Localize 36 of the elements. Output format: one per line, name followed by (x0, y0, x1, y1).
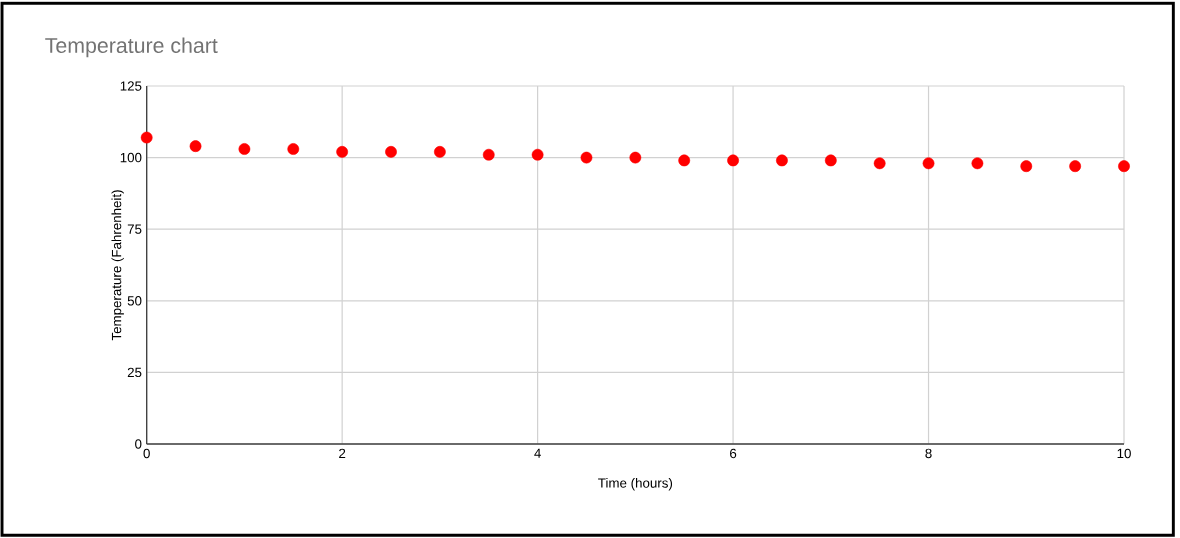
y-tick-label: 125 (120, 81, 142, 91)
point (482, 148, 495, 161)
point (140, 131, 153, 144)
point (727, 154, 739, 167)
y-tick-label: 50 (127, 296, 142, 306)
point (238, 143, 251, 155)
point (629, 151, 642, 164)
x-tick-label: 6 (730, 448, 737, 459)
x-tick-label: 8 (925, 448, 932, 459)
point (824, 154, 837, 167)
point (922, 157, 935, 170)
point (385, 145, 397, 158)
point (678, 154, 691, 167)
x-tick-label: 0 (143, 448, 150, 459)
point (1069, 160, 1082, 173)
y-tick-label: 25 (127, 367, 142, 378)
x-tick-label: 10 (1117, 448, 1131, 459)
chart-title: Temperature chart (45, 37, 218, 58)
y-tick-label: 75 (127, 224, 142, 234)
point (336, 145, 349, 158)
x-tick-label: 4 (534, 448, 541, 458)
point (971, 157, 984, 170)
y-tick-label: 100 (120, 152, 142, 163)
point (531, 148, 544, 161)
point (189, 140, 202, 153)
point (776, 154, 788, 167)
point (434, 145, 446, 158)
y-axis-title: Temperature (Fahrenheit) (111, 190, 124, 341)
x-axis-title: Time (hours) (598, 477, 673, 491)
point (1020, 160, 1033, 173)
y-tick-label: 0 (135, 439, 142, 449)
point (1118, 160, 1130, 173)
x-tick-label: 2 (339, 448, 346, 459)
point (580, 151, 593, 164)
point (873, 157, 886, 170)
point (287, 143, 300, 155)
